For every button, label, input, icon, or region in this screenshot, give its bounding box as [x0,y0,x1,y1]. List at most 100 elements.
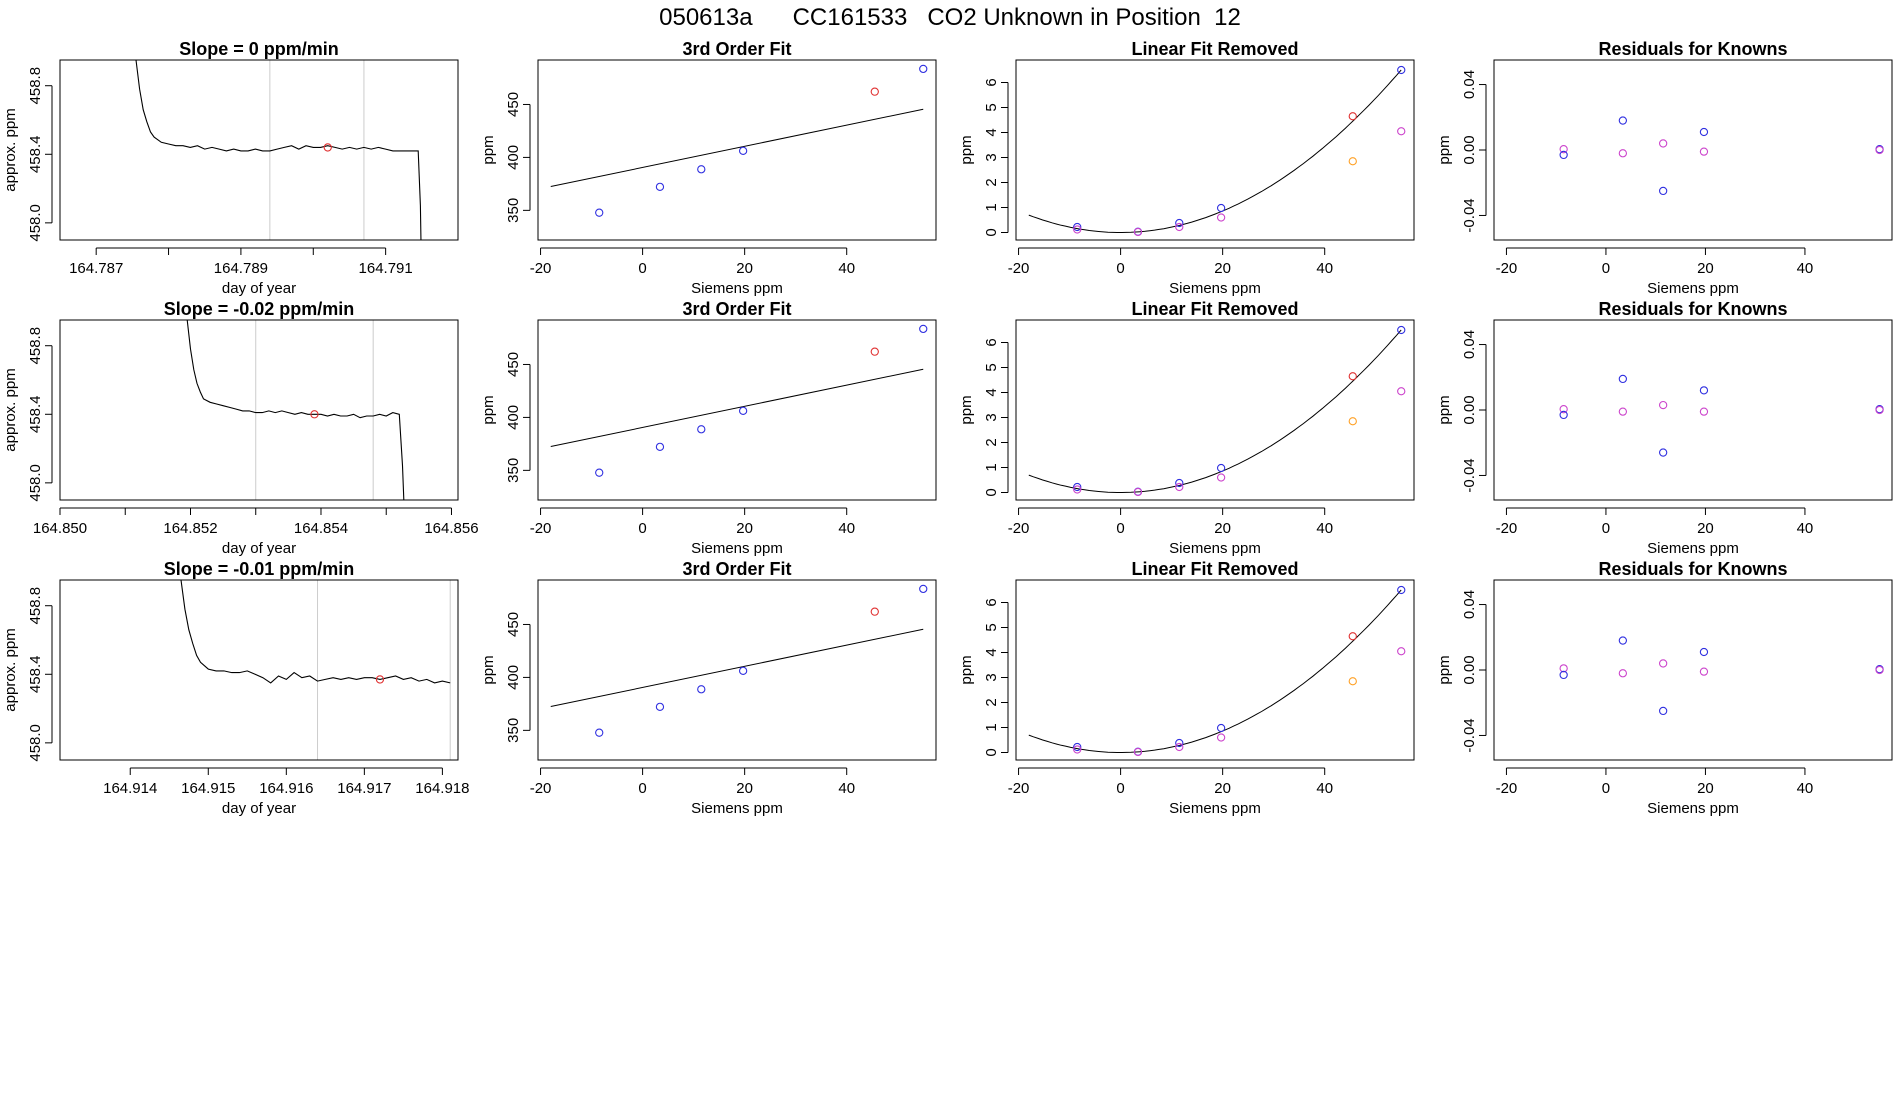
y-tick-label: 6 [983,598,1000,606]
panel-r2-c3: Residuals for Knowns -20 0 20 40 Siemens ppm -… [1436,559,1893,817]
data-point-magenta [1216,473,1226,482]
data-point-magenta [1659,659,1668,668]
y-tick-label: 0.04 [1461,70,1478,99]
y-axis-label: approx. ppm [2,368,19,451]
x-tick-label: 20 [736,260,753,277]
series-line [186,320,405,500]
data-point-blue [1618,116,1628,125]
data-point-magenta [1559,405,1568,414]
data-point-blue [738,666,748,675]
y-tick-label: 0 [983,488,1000,496]
plot-frame [1015,319,1415,501]
x-tick-label: 20 [1697,520,1714,537]
x-tick-label: 0 [1116,780,1124,797]
panel-title: 3rd Order Fit [682,559,791,579]
y-tick-label: 450 [505,92,522,117]
data-point-magenta [1875,405,1884,415]
x-tick-label: 164.789 [214,260,268,277]
y-tick-label: 2 [983,698,1000,706]
x-tick-label: 164.854 [294,520,348,537]
data-point-magenta [1659,139,1668,148]
data-point-magenta [1397,647,1406,656]
x-tick-label: -20 [1496,520,1518,537]
panel-r1-c3: Residuals for Knowns -20 0 20 40 Siemens ppm -… [1436,299,1893,557]
x-tick-label: 164.917 [337,780,391,797]
data-point-blue [1216,203,1226,213]
panel-r2-c0: Slope = -0.01 ppm/min 164.914 164.915 164.9… [2,559,470,817]
data-point-magenta [1397,387,1406,396]
x-tick-label: 40 [838,780,855,797]
x-tick-label: -20 [1008,780,1030,797]
panel-title: Residuals for Knowns [1598,299,1787,319]
y-axis-label: ppm [958,395,975,424]
data-point-red [870,87,879,96]
panel-r0-c1: 3rd Order Fit -20 0 20 40 Siemens ppm 350 400 45… [480,39,937,297]
data-point-blue [1559,410,1568,420]
panel-r2-c1: 3rd Order Fit -20 0 20 40 Siemens ppm 350 400 45… [480,559,937,817]
y-tick-label: 1 [983,463,1000,471]
y-tick-label: 350 [505,198,522,223]
data-point-blue [1699,127,1709,137]
data-point-orange [1348,157,1357,166]
data-point-blue [1618,374,1628,384]
data-point-orange [1348,417,1357,426]
x-tick-label: -20 [1496,780,1518,797]
x-axis-label: Siemens ppm [1647,800,1739,817]
x-tick-label: 164.856 [424,520,478,537]
data-point-red [1348,372,1357,381]
data-point-blue [655,182,665,191]
data-point-red [323,143,332,152]
data-point-blue [595,728,604,737]
panel-title: Linear Fit Removed [1131,299,1298,319]
y-tick-label: 3 [983,153,1000,161]
y-tick-label: 0.00 [1461,395,1478,424]
data-point-blue [738,146,748,155]
x-axis-label: Siemens ppm [691,280,783,297]
x-tick-label: 164.916 [259,780,313,797]
y-tick-label: 0 [983,228,1000,236]
x-tick-label: -20 [530,260,552,277]
data-point-magenta [1133,747,1143,757]
panel-title: 3rd Order Fit [682,299,791,319]
y-axis-label: ppm [480,395,497,424]
data-point-blue [1175,478,1184,488]
data-point-blue [1699,647,1709,657]
x-tick-label: 20 [1697,260,1714,277]
x-tick-label: 164.787 [69,260,123,277]
x-tick-label: 20 [1214,520,1231,537]
y-tick-label: -0.04 [1461,718,1478,752]
plot-frame [1015,59,1415,241]
data-point-blue [738,406,748,415]
data-point-red [310,410,319,419]
series-line [135,60,422,240]
data-point-blue [919,64,928,74]
x-axis-label: Siemens ppm [1169,800,1261,817]
y-tick-label: -0.04 [1461,198,1478,232]
panel-r0-c3: Residuals for Knowns -20 0 20 40 Siemens ppm -… [1436,39,1893,297]
data-point-magenta [1216,733,1226,742]
x-tick-label: 164.915 [181,780,235,797]
plot-frame [537,319,937,501]
y-tick-label: 5 [983,363,1000,371]
panel-title: Residuals for Knowns [1598,39,1787,59]
x-tick-label: 40 [1797,520,1814,537]
data-point-magenta [1073,225,1082,234]
fit-curve [550,368,924,448]
x-tick-label: 164.850 [33,520,87,537]
y-axis-label: ppm [480,135,497,164]
x-tick-label: -20 [1496,260,1518,277]
y-tick-label: 6 [983,78,1000,86]
x-tick-label: 40 [1316,520,1333,537]
y-tick-label: 2 [983,178,1000,186]
data-point-red [375,675,385,684]
y-tick-label: 6 [983,338,1000,346]
data-point-red [1348,632,1357,641]
data-point-blue [1175,218,1184,228]
x-tick-label: 40 [838,520,855,537]
panel-r1-c1: 3rd Order Fit -20 0 20 40 Siemens ppm 350 400 45… [480,299,937,557]
x-tick-label: -20 [1008,260,1030,277]
data-point-blue [697,165,706,174]
data-point-magenta [1559,145,1568,154]
data-point-magenta [1875,145,1884,155]
fit-curve [1028,69,1402,233]
